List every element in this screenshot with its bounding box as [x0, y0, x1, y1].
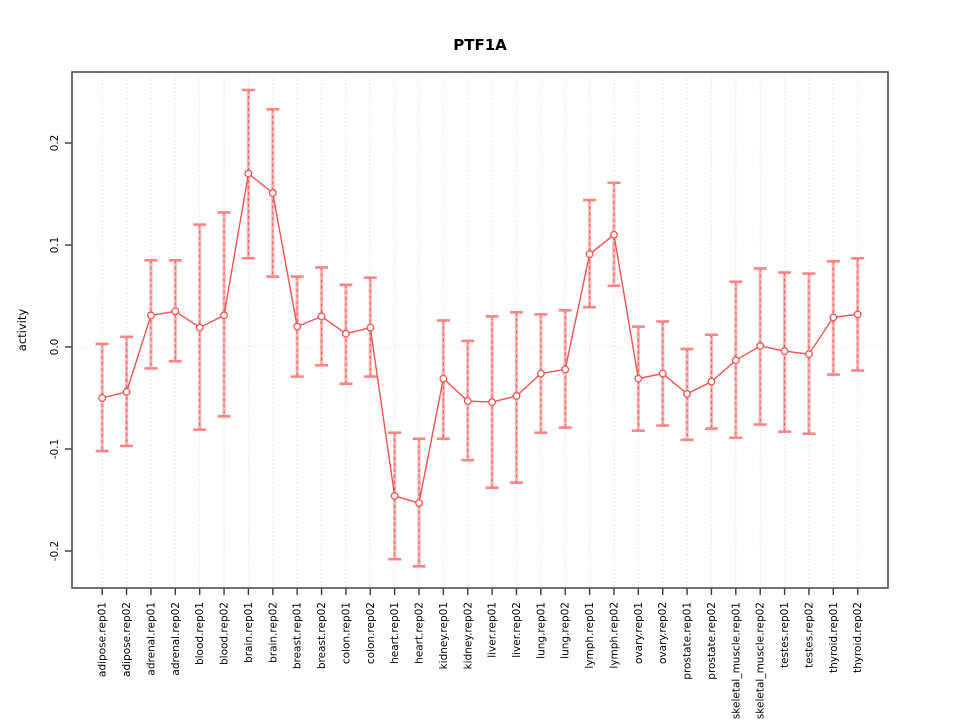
data-point-marker	[220, 311, 228, 320]
data-point-marker	[171, 307, 180, 316]
data-point-marker	[829, 313, 838, 322]
axis-ticks	[65, 142, 859, 595]
error-dashes	[101, 89, 859, 567]
data-point-marker	[463, 397, 472, 406]
x-tick-label: blood.rep02	[219, 602, 231, 665]
x-tick-label: liver.rep01	[487, 602, 499, 658]
x-tick-label: adipose.rep01	[97, 602, 109, 677]
x-tick-label: heart.rep02	[414, 602, 426, 664]
y-tick-label: -0.1	[49, 439, 61, 460]
y-tick-label: 0.2	[49, 135, 61, 152]
y-tick-labels: -0.2 -0.1 0.0 0.1 0.2	[49, 135, 61, 562]
data-line	[102, 172, 858, 504]
x-tick-label: prostate.rep02	[706, 602, 718, 680]
data-point-marker	[707, 377, 716, 386]
y-tick-label: 0.1	[49, 237, 61, 254]
plot-border	[71, 71, 889, 589]
data-point-marker	[146, 311, 155, 320]
x-tick-label: adrenal.rep02	[170, 602, 182, 676]
x-tick-label: liver.rep02	[511, 602, 523, 658]
data-points	[98, 169, 862, 508]
data-point-marker	[756, 342, 765, 350]
data-point-marker	[415, 499, 423, 508]
data-point-marker	[683, 389, 692, 398]
data-point-marker	[731, 356, 740, 365]
data-point-marker	[634, 374, 643, 383]
data-point-marker	[512, 392, 521, 400]
data-point-marker	[561, 365, 570, 374]
data-point-marker	[122, 387, 131, 396]
x-tick-label: skeletal_muscle.rep02	[755, 602, 767, 719]
x-tick-label: adipose.rep02	[121, 602, 133, 677]
x-tick-label: breast.rep02	[316, 602, 328, 669]
x-tick-label: brain.rep01	[243, 602, 255, 663]
x-tick-label: colon.rep01	[340, 602, 352, 664]
x-tick-label: lymph.rep02	[608, 602, 620, 669]
data-point-marker	[585, 250, 594, 259]
x-tick-label: lymph.rep01	[584, 602, 596, 669]
x-tick-label: colon.rep02	[365, 602, 377, 664]
error-caps	[95, 88, 865, 568]
data-point-marker	[244, 169, 253, 178]
data-point-marker	[268, 189, 277, 197]
x-tick-label: blood.rep01	[194, 602, 206, 665]
y-tick-label: -0.2	[49, 541, 61, 562]
x-tick-label: adrenal.rep01	[145, 602, 157, 676]
y-axis-title: activity	[15, 309, 29, 352]
x-tick-label: testes.rep01	[779, 602, 791, 668]
x-tick-label: kidney.rep01	[438, 602, 450, 669]
chart-title: PTF1A	[453, 36, 507, 54]
data-point-marker	[610, 230, 618, 239]
data-point-marker	[341, 329, 350, 338]
x-tick-label: testes.rep02	[803, 602, 815, 668]
x-tick-label: lung.rep01	[535, 602, 547, 659]
x-tick-label: thyroid.rep02	[852, 602, 864, 673]
x-tick-label: brain.rep02	[267, 602, 279, 663]
x-tick-label: skeletal_muscle.rep01	[730, 602, 742, 719]
data-point-marker	[366, 323, 375, 332]
error-bands	[100, 89, 860, 567]
data-point-marker	[195, 323, 204, 332]
x-tick-label: thyroid.rep01	[828, 602, 840, 673]
x-tick-label: ovary.rep01	[633, 602, 645, 664]
x-tick-label: ovary.rep02	[657, 602, 669, 664]
gridlines	[101, 72, 859, 588]
data-point-marker	[98, 394, 107, 402]
activity-series-line	[102, 172, 858, 504]
data-point-marker	[853, 310, 862, 319]
data-point-marker	[439, 374, 448, 383]
x-tick-label: lung.rep02	[560, 602, 572, 659]
x-tick-label: prostate.rep01	[682, 602, 694, 680]
data-point-marker	[317, 312, 326, 321]
data-point-marker	[536, 369, 545, 378]
data-point-marker	[293, 322, 302, 331]
x-tick-label: heart.rep01	[389, 602, 401, 664]
data-point-marker	[390, 491, 399, 500]
data-point-marker	[488, 398, 497, 407]
y-tick-label: 0.0	[49, 339, 61, 356]
data-point-marker	[780, 347, 789, 356]
data-point-marker	[658, 369, 667, 378]
x-tick-label: breast.rep01	[292, 602, 304, 669]
x-tick-label: kidney.rep02	[462, 602, 474, 669]
x-tick-labels: adipose.rep01 adipose.rep02 adrenal.rep01 a…	[97, 602, 864, 719]
data-point-marker	[804, 350, 813, 359]
